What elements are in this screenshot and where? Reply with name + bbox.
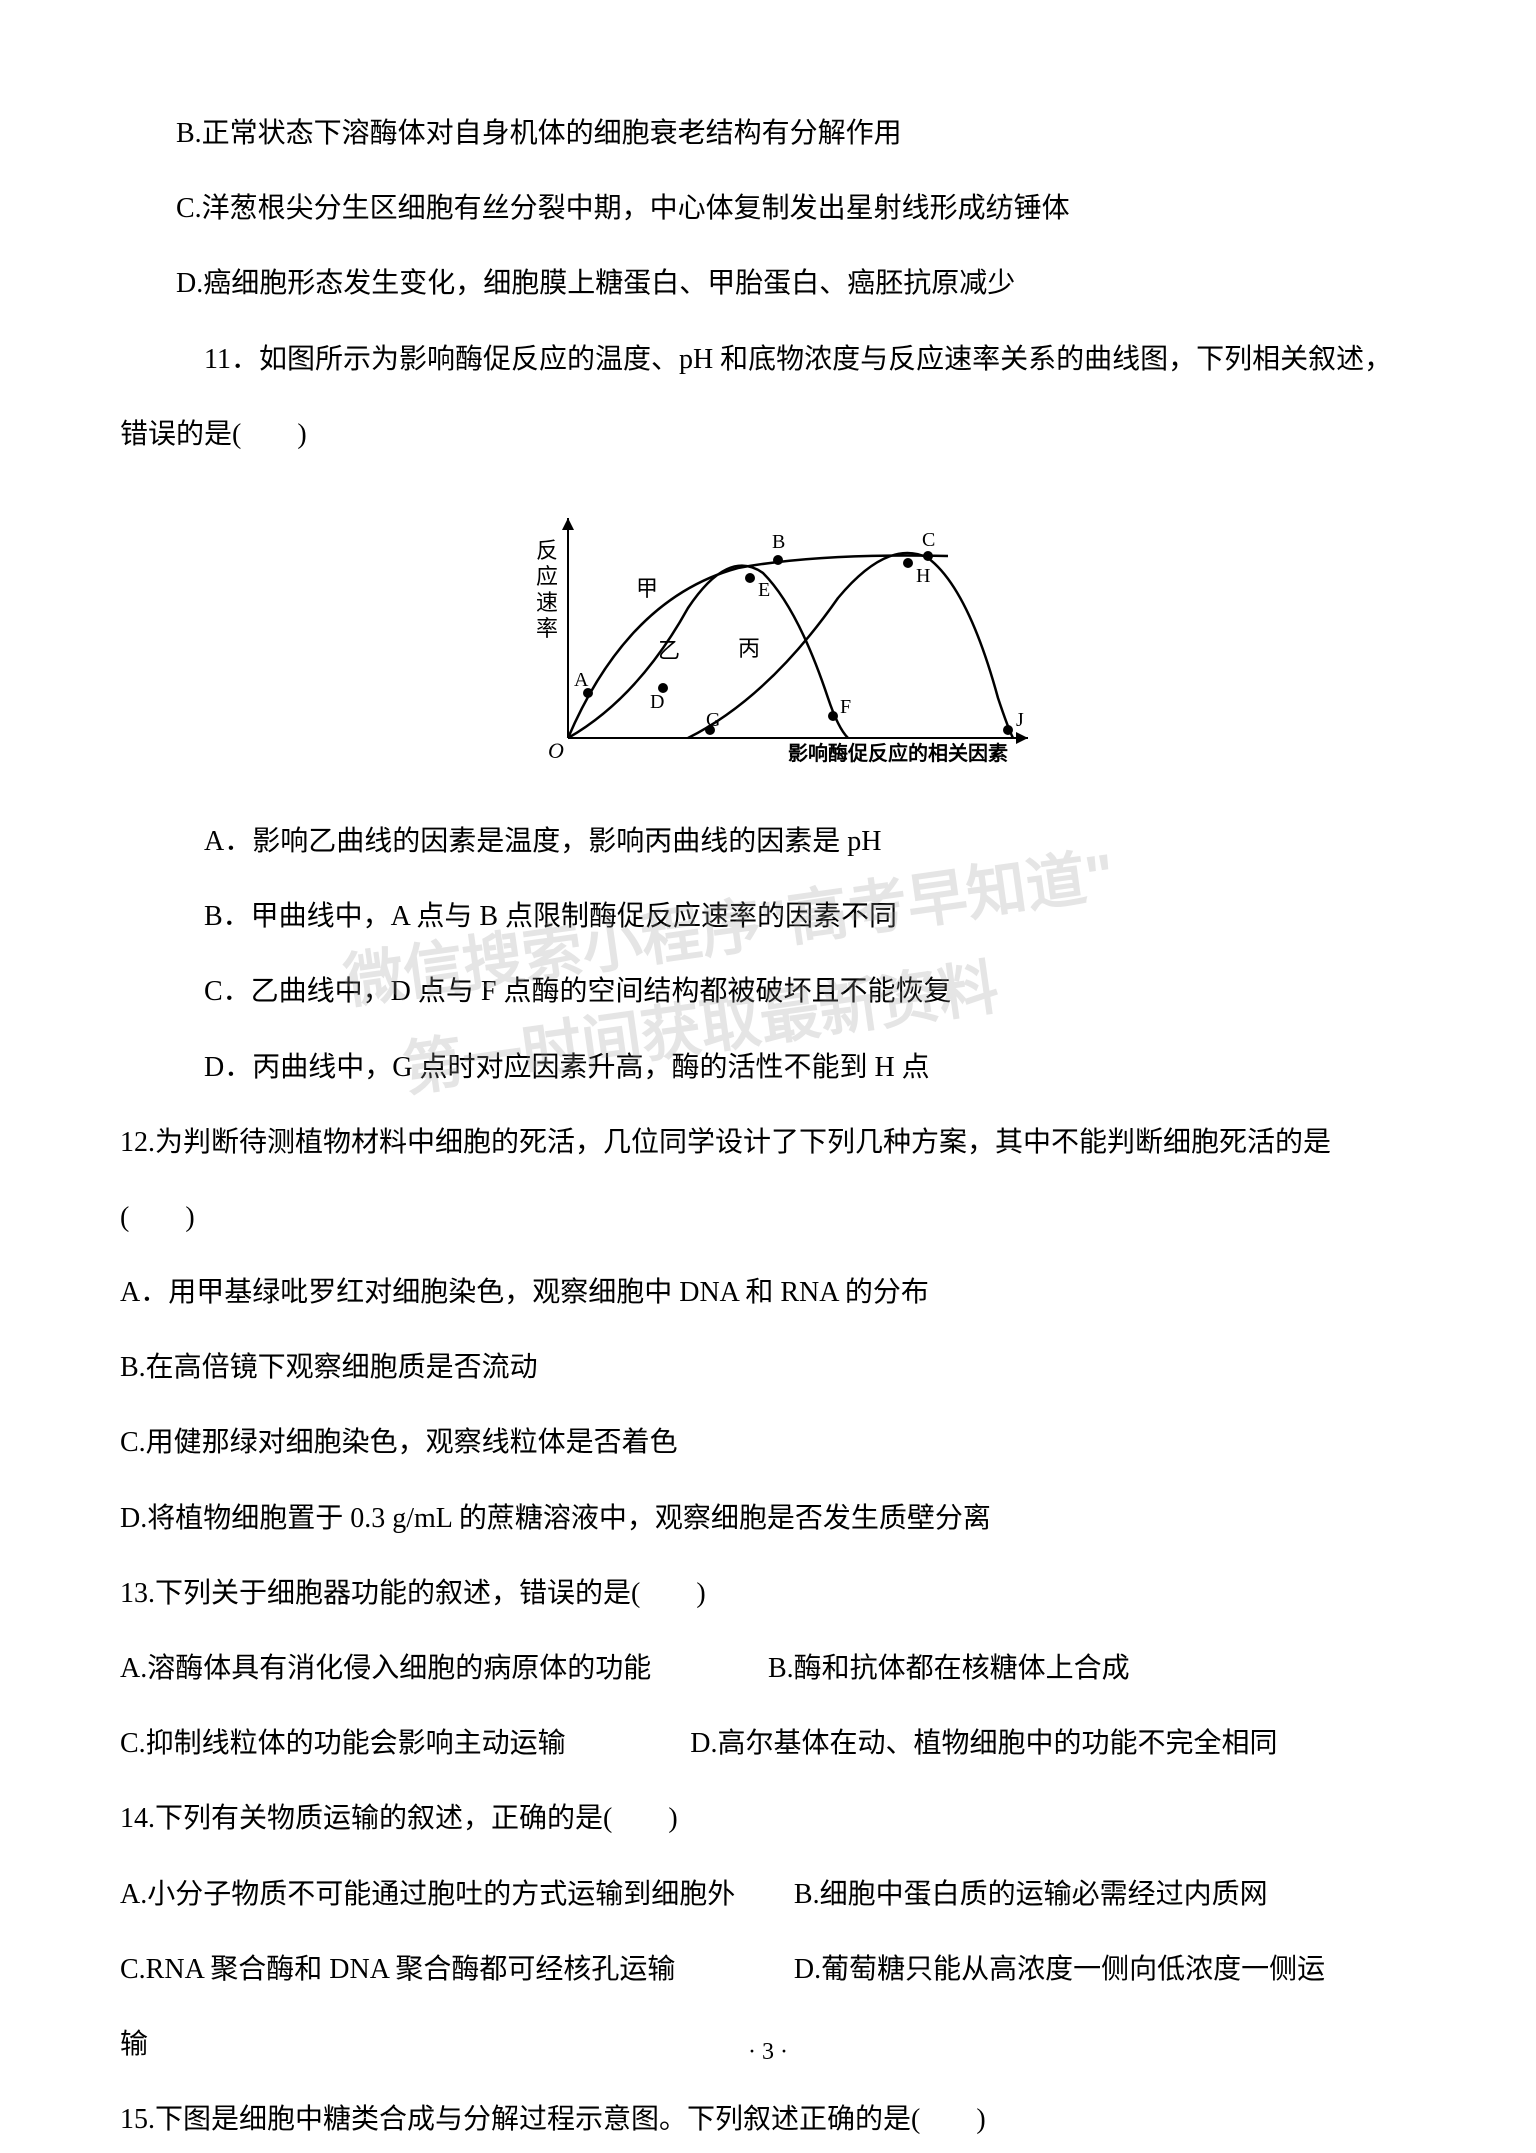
q14-option-c: C.RNA 聚合酶和 DNA 聚合酶都可经核孔运输 xyxy=(120,1936,794,2003)
q11-stem-line2: 错误的是( ) xyxy=(120,401,1416,468)
q11-option-a: A．影响乙曲线的因素是温度，影响丙曲线的因素是 pH xyxy=(120,808,1416,875)
q13-row1: A.溶酶体具有消化侵入细胞的病原体的功能 B.酶和抗体都在核糖体上合成 xyxy=(120,1635,1416,1702)
y-axis-label-chars: 反 应 速 率 xyxy=(536,538,564,641)
q14-option-a: A.小分子物质不可能通过胞吐的方式运输到细胞外 xyxy=(120,1861,794,1928)
page-number: · 3 · xyxy=(0,2039,1536,2066)
label-b: B xyxy=(772,531,785,553)
x-axis-arrow xyxy=(1016,732,1028,744)
label-a: A xyxy=(574,669,589,691)
q13-option-d: D.高尔基体在动、植物细胞中的功能不完全相同 xyxy=(690,1710,1416,1777)
q12-option-b: B.在高倍镜下观察细胞质是否流动 xyxy=(120,1334,1416,1401)
q13-option-b: B.酶和抗体都在核糖体上合成 xyxy=(768,1635,1416,1702)
q11-chart: 反 应 速 率 O 影响酶促反应的相关因素 A B C E D F xyxy=(488,498,1048,778)
q12-option-a: A．用甲基绿吡罗红对细胞染色，观察细胞中 DNA 和 RNA 的分布 xyxy=(120,1259,1416,1326)
q10-option-b: B.正常状态下溶酶体对自身机体的细胞衰老结构有分解作用 xyxy=(120,100,1416,167)
q14-row1: A.小分子物质不可能通过胞吐的方式运输到细胞外 B.细胞中蛋白质的运输必需经过内… xyxy=(120,1861,1416,1928)
q11-figure-container: 反 应 速 率 O 影响酶促反应的相关因素 A B C E D F xyxy=(120,498,1416,778)
q12-stem: 12.为判断待测植物材料中细胞的死活，几位同学设计了下列几种方案，其中不能判断细… xyxy=(120,1109,1416,1176)
y-axis-arrow xyxy=(562,518,574,530)
curve-jia-label: 甲 xyxy=(636,576,658,601)
label-c: C xyxy=(922,529,935,551)
q14-stem: 14.下列有关物质运输的叙述，正确的是( ) xyxy=(120,1785,1416,1852)
x-axis-label: 影响酶促反应的相关因素 xyxy=(788,741,1008,765)
origin-label: O xyxy=(548,738,564,763)
q14-row2: C.RNA 聚合酶和 DNA 聚合酶都可经核孔运输 D.葡萄糖只能从高浓度一侧向… xyxy=(120,1936,1416,2003)
q12-option-d: D.将植物细胞置于 0.3 g/mL 的蔗糖溶液中，观察细胞是否发生质壁分离 xyxy=(120,1485,1416,1552)
q11-option-d: D．丙曲线中，G 点时对应因素升高，酶的活性不能到 H 点 xyxy=(120,1034,1416,1101)
q11-stem-line1: 11．如图所示为影响酶促反应的温度、pH 和底物浓度与反应速率关系的曲线图，下列… xyxy=(120,326,1416,393)
q11-option-c: C．乙曲线中，D 点与 F 点酶的空间结构都被破坏且不能恢复 xyxy=(120,958,1416,1025)
q12-paren: ( ) xyxy=(120,1184,1416,1251)
q15-stem: 15.下图是细胞中糖类合成与分解过程示意图。下列叙述正确的是( ) xyxy=(120,2086,1416,2153)
point-b xyxy=(773,555,783,565)
label-e: E xyxy=(758,579,770,601)
point-c xyxy=(923,551,933,561)
q10-option-c: C.洋葱根尖分生区细胞有丝分裂中期，中心体复制发出星射线形成纺锤体 xyxy=(120,175,1416,242)
q14-option-b: B.细胞中蛋白质的运输必需经过内质网 xyxy=(794,1861,1416,1928)
q13-row2: C.抑制线粒体的功能会影响主动运输 D.高尔基体在动、植物细胞中的功能不完全相同 xyxy=(120,1710,1416,1777)
q11-option-b: B．甲曲线中，A 点与 B 点限制酶促反应速率的因素不同 xyxy=(120,883,1416,950)
point-j xyxy=(1003,725,1013,735)
label-f: F xyxy=(840,696,851,718)
q13-stem: 13.下列关于细胞器功能的叙述，错误的是( ) xyxy=(120,1560,1416,1627)
q13-option-c: C.抑制线粒体的功能会影响主动运输 xyxy=(120,1710,690,1777)
point-f xyxy=(828,711,838,721)
q13-option-a: A.溶酶体具有消化侵入细胞的病原体的功能 xyxy=(120,1635,768,1702)
q14-option-d: D.葡萄糖只能从高浓度一侧向低浓度一侧运 xyxy=(794,1936,1416,2003)
label-d: D xyxy=(650,691,664,713)
q10-option-d: D.癌细胞形态发生变化，细胞膜上糖蛋白、甲胎蛋白、癌胚抗原减少 xyxy=(120,250,1416,317)
point-h xyxy=(903,558,913,568)
curve-yi-label: 乙 xyxy=(658,638,680,663)
q12-option-c: C.用健那绿对细胞染色，观察线粒体是否着色 xyxy=(120,1409,1416,1476)
label-j: J xyxy=(1016,709,1024,731)
curve-bing-label: 丙 xyxy=(738,636,760,661)
label-g: G xyxy=(706,709,720,731)
label-h: H xyxy=(916,565,930,587)
point-e xyxy=(745,573,755,583)
